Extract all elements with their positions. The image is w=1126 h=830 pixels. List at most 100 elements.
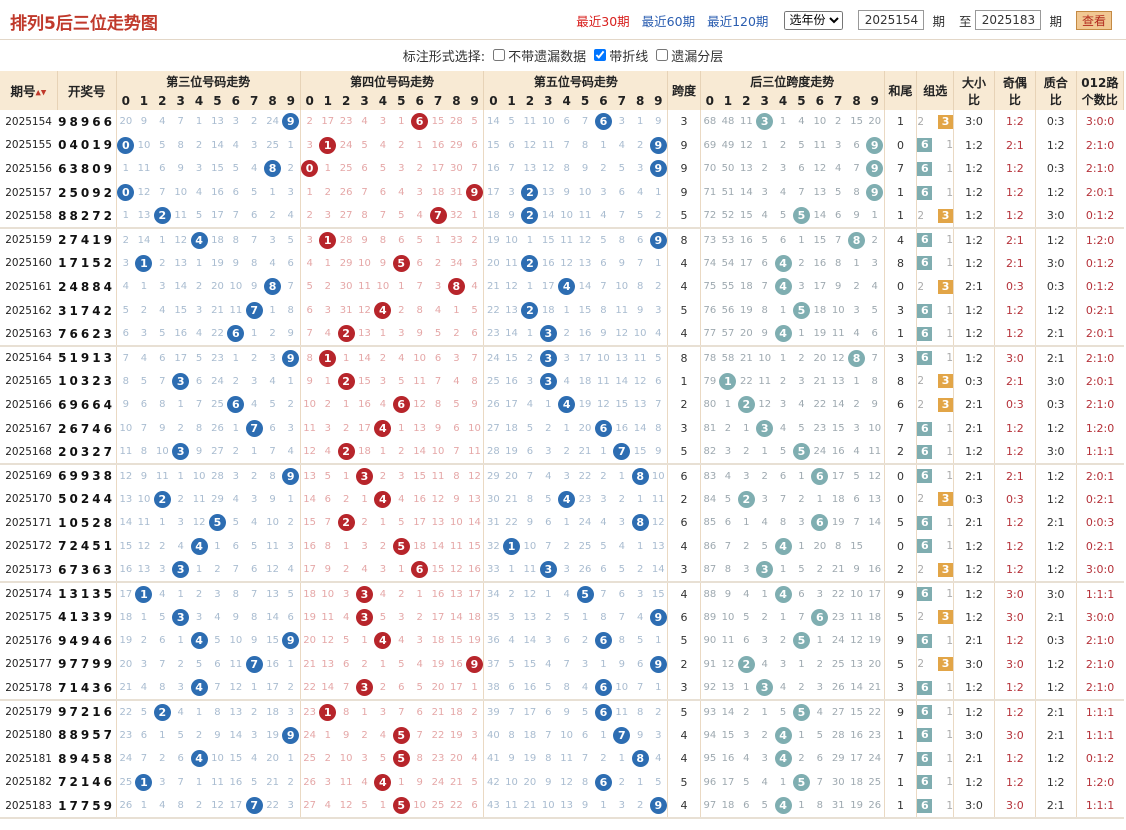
pos4-cell: 4 (392, 346, 410, 370)
pos3-cell: 1 (281, 133, 301, 158)
pos3-cell-miss: 16 (119, 564, 133, 576)
span-trend-cell: 13 (811, 181, 829, 205)
span-trend-cell-miss: 17 (813, 281, 827, 293)
span-trend-cell-miss: 4 (871, 281, 878, 293)
pos5-cell: 4 (594, 204, 613, 229)
route-012-cell: 2:1:0 (1085, 634, 1115, 648)
pos3-cell-miss: 5 (122, 305, 130, 317)
pos3-cell-miss: 2 (122, 234, 130, 246)
pos4-cell: 14 (447, 605, 465, 629)
pos4-cell-miss: 3 (361, 753, 368, 765)
pos4-cell-ball: 4 (374, 420, 392, 438)
pos4-cell: 28 (337, 228, 355, 252)
recent-30-link[interactable]: 最近30期 (576, 13, 630, 29)
pos3-cell-miss: 7 (232, 210, 240, 222)
pos4-cell-miss: 13 (358, 328, 371, 340)
pos5-cell: 1 (557, 299, 575, 323)
pos3-cell: 1 (153, 723, 171, 747)
pos5-cell-miss: 18 (505, 423, 518, 435)
pos5-cell-ball: 8 (631, 750, 649, 768)
pos3-cell-miss: 23 (119, 729, 133, 741)
pos3-cell-miss: 8 (195, 423, 203, 435)
span-trend-cell: 5 (774, 700, 792, 724)
pos3-cell-miss: 11 (229, 305, 243, 317)
no-omission-checkbox[interactable] (493, 49, 506, 61)
pos3-cell: 3 (153, 771, 171, 795)
pos4-cell-miss: 19 (468, 635, 481, 647)
pos3-cell-miss: 9 (232, 257, 240, 269)
pos5-cell: 42 (484, 771, 502, 795)
pos3-cell: 19 (263, 723, 281, 747)
pos5-cell-miss: 2 (618, 776, 625, 788)
route-012-cell: 2:0:1 (1085, 374, 1115, 388)
pos5-cell: 5 (557, 605, 575, 629)
pos3-cell-miss: 26 (119, 800, 133, 812)
span-trend-cell-miss: 16 (831, 446, 845, 458)
pos3-cell: 20 (263, 747, 281, 771)
pos3-cell: 3 (227, 110, 245, 134)
pos5-cell: 5 (631, 629, 649, 653)
to-issue-input[interactable] (975, 10, 1042, 30)
option-with-line[interactable]: 带折线 (594, 46, 648, 65)
span-trend-cell-miss: 26 (831, 682, 845, 694)
option-no-omission[interactable]: 不带遗漏数据 (493, 46, 586, 65)
recent-60-link[interactable]: 最近60期 (641, 13, 696, 29)
pos5-cell: 3 (539, 558, 558, 583)
pos5-cell-miss: 8 (618, 234, 625, 246)
pos3-cell: 10 (135, 134, 153, 158)
digit-header: 0 (300, 91, 319, 110)
omission-layer-checkbox[interactable] (656, 49, 669, 61)
sum-tail-cell: 6 (884, 393, 918, 417)
span-trend-cell-ball: 4 (774, 797, 792, 815)
span-trend-cell-miss: 88 (703, 588, 717, 600)
pos5-cell-ball: 8 (631, 467, 649, 485)
pos4-cell: 1 (337, 535, 355, 559)
span-trend-cell: 16 (847, 723, 865, 747)
span-trend-cell: 5 (792, 771, 810, 795)
pos3-cell-miss: 4 (287, 210, 294, 222)
recent-120-link[interactable]: 最近120期 (707, 13, 769, 29)
span-trend-cell: 2 (737, 700, 755, 724)
pos3-cell: 9 (245, 629, 263, 653)
pos4-cell-miss: 9 (416, 776, 423, 788)
odd-even-ratio-header-line1: 奇偶 (1002, 75, 1027, 90)
pos3-cell: 1 (281, 369, 301, 394)
pos3-cell-miss: 10 (211, 753, 224, 765)
span-trend-cell-ball: 3 (756, 561, 774, 579)
pos3-cell: 11 (171, 204, 190, 229)
issue-header[interactable]: 期号▲▼ (0, 71, 58, 110)
span-trend-cell: 3 (756, 417, 774, 441)
year-select[interactable]: 选年份 (784, 10, 844, 30)
pos3-cell-miss: 9 (140, 116, 148, 128)
with-line-checkbox[interactable] (594, 49, 607, 61)
pos4-cell-miss: 2 (324, 281, 331, 293)
pos5-cell-miss: 19 (505, 446, 518, 458)
pos5-cell: 18 (576, 370, 594, 394)
pos3-cell: 3 (171, 676, 190, 701)
from-issue-input[interactable] (858, 10, 925, 30)
pos5-cell-miss: 8 (563, 163, 570, 175)
pos3-cell: 22 (208, 322, 227, 347)
pos4-cell-miss: 1 (398, 776, 405, 788)
pos4-cell: 6 (410, 110, 429, 134)
big-small-ratio-header-line1: 大小 (962, 75, 987, 90)
pos3-cell: 0 (116, 134, 135, 158)
span-trend-cell: 28 (829, 723, 847, 747)
span-trend-cell-miss: 14 (813, 210, 827, 222)
span-trend-cell-ball: 6 (811, 467, 829, 485)
pos3-cell-ball: 4 (190, 632, 208, 650)
pos3-cell: 9 (116, 393, 134, 417)
span-trend-cell-miss: 20 (813, 352, 827, 364)
query-button[interactable]: 查看 (1075, 10, 1112, 30)
pos3-cell-miss: 3 (214, 588, 221, 600)
span-trend-cell-miss: 16 (868, 564, 882, 576)
pos3-cell-miss: 9 (251, 281, 258, 293)
pos5-cell: 1 (594, 653, 612, 677)
route-012-header-line1: 012路 (1081, 75, 1119, 90)
option-omission-layer[interactable]: 遗漏分层 (656, 46, 723, 65)
span-trend-cell: 4 (719, 464, 737, 488)
span-trend-cell: 2 (792, 252, 810, 276)
pos5-cell-miss: 2 (655, 706, 662, 718)
pos3-cell-miss: 20 (119, 116, 133, 128)
sort-icon[interactable]: ▲▼ (35, 88, 47, 97)
